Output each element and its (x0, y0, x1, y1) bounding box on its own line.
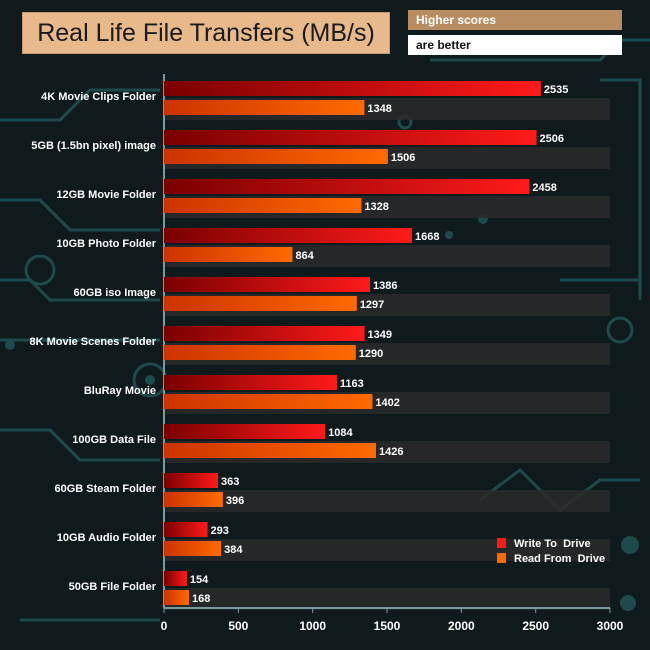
x-tick-label: 1500 (374, 619, 401, 633)
x-tick-label: 3000 (597, 619, 624, 633)
write-bar (164, 228, 412, 243)
category-label: 60GB Steam Folder (55, 483, 157, 495)
category-label: BluRay Movie (84, 385, 156, 397)
legend-label-write: Write To Drive (514, 538, 591, 550)
value-label: 168 (192, 593, 210, 605)
x-tick-label: 2500 (522, 619, 549, 633)
legend: Write To Drive Read From Drive (497, 538, 605, 565)
value-labels: 2535 1348 2506 1506 2458 1328 1668 864 1386 1297 1… (190, 84, 568, 605)
write-bar (164, 375, 337, 390)
x-tick-labels: 0 500 1000 1500 2000 2500 3000 (161, 608, 624, 633)
circuit-background (0, 38, 650, 622)
read-bar (164, 394, 373, 409)
circuit-dots (5, 214, 639, 611)
value-label: 1084 (328, 427, 353, 439)
read-bar (164, 443, 376, 458)
legend-swatch-write (497, 538, 506, 548)
value-label: 1290 (359, 348, 383, 360)
chart-title: Real Life File Transfers (MB/s) (37, 18, 375, 47)
write-bar (164, 277, 371, 292)
read-bar (164, 541, 222, 556)
category-band (164, 490, 610, 512)
read-bar (164, 296, 357, 311)
read-bar (164, 590, 189, 605)
read-bar (164, 100, 365, 115)
value-label: 1163 (340, 378, 364, 390)
value-label: 1668 (415, 231, 439, 243)
value-label: 2506 (540, 133, 564, 145)
value-label: 1386 (373, 280, 397, 292)
x-tick-label: 2000 (448, 619, 475, 633)
value-label: 154 (190, 574, 209, 586)
write-bar (164, 473, 218, 488)
write-bar (164, 571, 187, 586)
value-label: 2458 (532, 182, 556, 194)
x-tick-label: 500 (228, 619, 248, 633)
category-label: 60GB iso Image (73, 287, 156, 299)
value-label: 1506 (391, 152, 415, 164)
read-bar (164, 149, 388, 164)
value-label: 363 (221, 476, 239, 488)
write-bar (164, 522, 208, 537)
read-bar (164, 345, 356, 360)
value-label: 1328 (364, 201, 388, 213)
category-label: 12GB Movie Folder (56, 189, 156, 201)
chart-title-box: Real Life File Transfers (MB/s) (22, 12, 390, 54)
higher-scores-note: Higher scores (408, 10, 622, 30)
legend-swatch-read (497, 553, 506, 563)
category-label: 10GB Photo Folder (56, 238, 156, 250)
write-bar (164, 130, 537, 145)
value-label: 384 (224, 544, 243, 556)
value-label: 293 (211, 525, 229, 537)
category-label: 4K Movie Clips Folder (41, 91, 157, 103)
category-label: 8K Movie Scenes Folder (29, 336, 156, 348)
category-label: 50GB File Folder (69, 581, 157, 593)
category-label: 10GB Audio Folder (57, 532, 157, 544)
category-label: 5GB (1.5bn pixel) image (31, 140, 156, 152)
write-bar (164, 81, 541, 96)
bars (164, 81, 541, 605)
value-label: 1402 (375, 397, 399, 409)
value-label: 396 (226, 495, 244, 507)
value-label: 2535 (544, 84, 568, 96)
value-label: 1426 (379, 446, 403, 458)
x-tick-label: 1000 (299, 619, 326, 633)
category-band (164, 588, 610, 610)
category-labels: 4K Movie Clips Folder 5GB (1.5bn pixel) i… (29, 91, 156, 593)
x-tick-label: 0 (161, 619, 168, 633)
value-label: 1348 (367, 103, 391, 115)
read-bar (164, 492, 223, 507)
category-label: 100GB Data File (72, 434, 156, 446)
write-bar (164, 179, 530, 194)
value-label: 864 (295, 250, 314, 262)
write-bar (164, 424, 326, 439)
are-better-note: are better (408, 35, 622, 55)
read-bar (164, 198, 362, 213)
read-bar (164, 247, 293, 262)
write-bar (164, 326, 365, 341)
legend-label-read: Read From Drive (514, 553, 605, 565)
value-label: 1349 (368, 329, 392, 341)
value-label: 1297 (360, 299, 384, 311)
